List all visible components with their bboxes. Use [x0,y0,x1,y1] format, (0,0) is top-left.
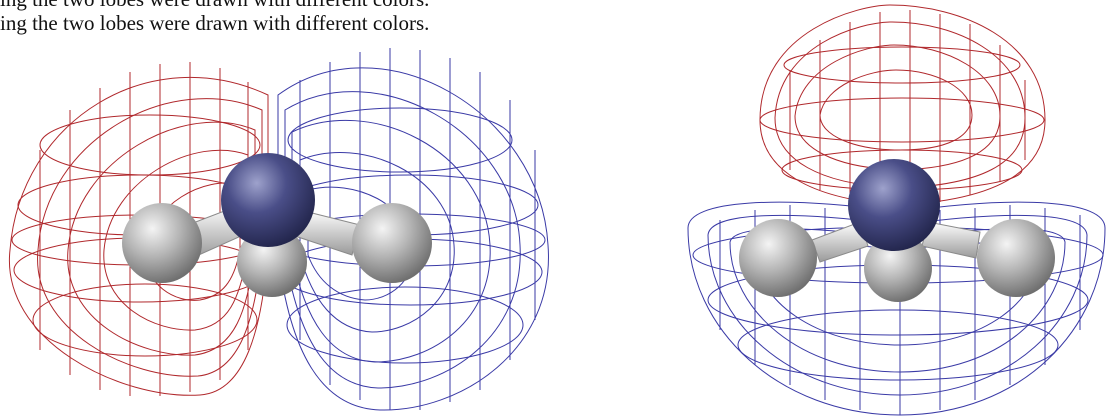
bonds-right [811,221,981,263]
hydrogen-atom-left [122,203,202,283]
hydrogen-atom-right [352,203,432,283]
orbital-drawing-right [687,4,1106,416]
caption-text: ing the two lobes were drawn with differ… [0,11,430,35]
orbital-figure-right [660,0,1107,419]
central-atom [848,159,940,251]
hydrogen-atom-left [739,219,817,297]
hydrogen-atom-back [864,234,932,302]
caption-text-partial: ing the two lobes were drawn with differ… [0,0,429,11]
orbital-figure-left [9,48,549,411]
orbital-drawing-left [9,48,549,411]
hydrogen-atom-right [977,219,1055,297]
central-atom [221,153,315,247]
